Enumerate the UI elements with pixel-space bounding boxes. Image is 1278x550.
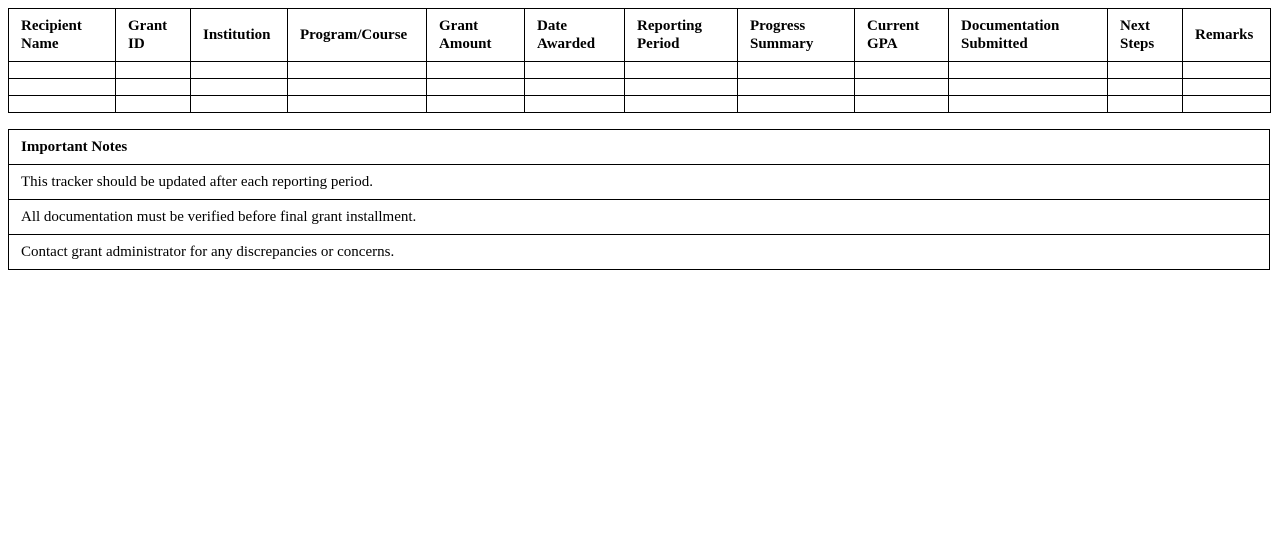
- table-cell[interactable]: [854, 61, 949, 79]
- table-cell[interactable]: [1107, 78, 1183, 96]
- table-cell[interactable]: [8, 78, 116, 96]
- table-cell[interactable]: [426, 95, 525, 113]
- table-cell[interactable]: [624, 61, 738, 79]
- table-cell[interactable]: [287, 95, 427, 113]
- header-current-gpa: Current GPA: [854, 8, 949, 62]
- table-cell[interactable]: [115, 61, 191, 79]
- header-next-steps: Next Steps: [1107, 8, 1183, 62]
- header-institution: Institution: [190, 8, 288, 62]
- table-cell[interactable]: [624, 95, 738, 113]
- header-progress-summary: Progress Summary: [737, 8, 855, 62]
- header-remarks: Remarks: [1182, 8, 1271, 62]
- table-cell[interactable]: [737, 78, 855, 96]
- note-item: This tracker should be updated after eac…: [8, 164, 1270, 200]
- table-cell[interactable]: [115, 95, 191, 113]
- table-cell[interactable]: [8, 61, 116, 79]
- table-cell[interactable]: [1182, 95, 1271, 113]
- header-program-course: Program/Course: [287, 8, 427, 62]
- header-grant-amount: Grant Amount: [426, 8, 525, 62]
- grant-tracker-table: Recipient Name Grant ID Institution Prog…: [8, 8, 1271, 113]
- table-cell[interactable]: [8, 95, 116, 113]
- table-cell[interactable]: [115, 78, 191, 96]
- table-cell[interactable]: [426, 61, 525, 79]
- table-cell[interactable]: [524, 78, 625, 96]
- table-cell[interactable]: [737, 95, 855, 113]
- header-grant-id: Grant ID: [115, 8, 191, 62]
- table-cell[interactable]: [1107, 61, 1183, 79]
- table-cell[interactable]: [524, 61, 625, 79]
- table-cell[interactable]: [287, 61, 427, 79]
- table-cell[interactable]: [287, 78, 427, 96]
- header-recipient-name: Recipient Name: [8, 8, 116, 62]
- table-cell[interactable]: [1107, 95, 1183, 113]
- note-item: All documentation must be verified befor…: [8, 199, 1270, 235]
- table-cell[interactable]: [854, 78, 949, 96]
- table-row: [8, 78, 1271, 96]
- table-cell[interactable]: [190, 78, 288, 96]
- table-cell[interactable]: [737, 61, 855, 79]
- header-date-awarded: Date Awarded: [524, 8, 625, 62]
- header-row: Recipient Name Grant ID Institution Prog…: [8, 8, 1271, 62]
- header-documentation-submitted: Documentation Submitted: [948, 8, 1108, 62]
- table-cell[interactable]: [948, 95, 1108, 113]
- header-reporting-period: Reporting Period: [624, 8, 738, 62]
- table-cell[interactable]: [524, 95, 625, 113]
- table-row: [8, 61, 1271, 79]
- table-cell[interactable]: [190, 95, 288, 113]
- table-row: [8, 95, 1271, 113]
- table-cell[interactable]: [426, 78, 525, 96]
- table-cell[interactable]: [1182, 61, 1271, 79]
- table-cell[interactable]: [1182, 78, 1271, 96]
- table-cell[interactable]: [948, 78, 1108, 96]
- note-item: Contact grant administrator for any disc…: [8, 234, 1270, 270]
- table-cell[interactable]: [948, 61, 1108, 79]
- notes-title: Important Notes: [8, 129, 1270, 165]
- table-cell[interactable]: [854, 95, 949, 113]
- table-cell[interactable]: [624, 78, 738, 96]
- important-notes-table: Important Notes This tracker should be u…: [8, 129, 1270, 270]
- table-cell[interactable]: [190, 61, 288, 79]
